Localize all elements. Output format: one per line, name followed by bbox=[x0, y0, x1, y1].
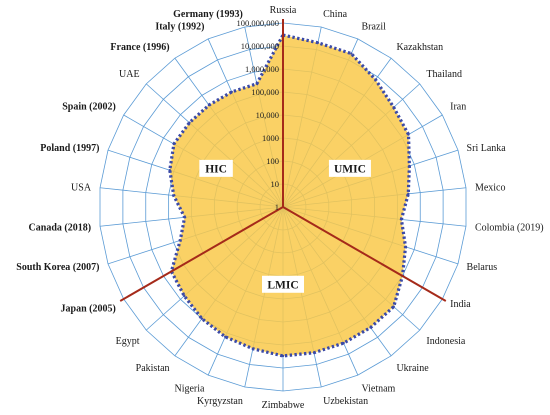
data-point bbox=[400, 218, 403, 221]
data-point bbox=[350, 52, 353, 55]
group-label: HIC bbox=[205, 163, 227, 175]
category-label: Russia bbox=[270, 5, 297, 16]
data-point bbox=[188, 121, 191, 124]
category-label: Poland (1997) bbox=[40, 143, 99, 154]
data-point bbox=[342, 341, 345, 345]
category-label: Indonesia bbox=[426, 336, 465, 347]
category-label: Ukraine bbox=[396, 363, 429, 374]
data-point bbox=[251, 347, 255, 350]
category-label: UAE bbox=[119, 69, 140, 80]
data-point bbox=[172, 142, 176, 146]
group-label-box bbox=[328, 159, 371, 177]
tick-label: 10,000 bbox=[256, 110, 279, 120]
group-label: LMIC bbox=[267, 279, 298, 291]
group-divider-line bbox=[119, 206, 284, 302]
category-label: Kyrgyzstan bbox=[197, 396, 243, 407]
data-area-fill bbox=[169, 35, 410, 356]
tick-label: 10,000,000 bbox=[241, 41, 279, 51]
data-point bbox=[407, 192, 410, 196]
data-point bbox=[172, 194, 175, 197]
data-point bbox=[392, 305, 395, 308]
data-area bbox=[168, 33, 411, 358]
category-label: Kazakhstan bbox=[396, 42, 443, 53]
category-label: Zimbabwe bbox=[262, 400, 305, 410]
category-labels: Russia China Brazil Kazakhstan Thailand Iran S… bbox=[16, 5, 544, 411]
data-point bbox=[316, 41, 320, 44]
data-point bbox=[183, 294, 186, 298]
category-label: Uzbekistan bbox=[323, 396, 368, 407]
data-point bbox=[392, 106, 395, 109]
group-labels: HIC UMIC LMIC bbox=[199, 159, 371, 293]
group-divider-line bbox=[282, 206, 447, 302]
category-label: Sri Lanka bbox=[467, 143, 507, 154]
category-label: Colombia (2019) bbox=[475, 223, 544, 234]
data-point bbox=[207, 103, 211, 107]
data-point bbox=[183, 216, 186, 219]
category-label: China bbox=[323, 9, 347, 20]
data-point bbox=[404, 245, 407, 249]
category-label: South Korea (2007) bbox=[16, 262, 99, 273]
category-label: Belarus bbox=[467, 262, 498, 273]
category-label: Spain (2002) bbox=[62, 102, 116, 113]
data-point bbox=[230, 90, 233, 94]
group-label-box bbox=[199, 159, 233, 177]
tick-label: 100 bbox=[266, 156, 279, 166]
category-label: Germany (1993) bbox=[173, 9, 243, 20]
category-label: Thailand bbox=[426, 69, 462, 80]
category-label: Japan (2005) bbox=[61, 304, 116, 315]
category-label: Iran bbox=[450, 102, 466, 113]
category-label: Canada (2018) bbox=[29, 223, 92, 234]
tick-label: 10 bbox=[271, 179, 280, 189]
group-label-box bbox=[262, 275, 304, 293]
data-point bbox=[408, 164, 411, 168]
category-label: USA bbox=[71, 182, 92, 193]
data-point bbox=[369, 326, 372, 329]
category-label: Mexico bbox=[475, 182, 506, 193]
data-point bbox=[179, 239, 182, 242]
tick-label: 1000 bbox=[262, 133, 279, 143]
tick-label: 100,000,000 bbox=[237, 18, 280, 28]
category-label: Nigeria bbox=[174, 383, 205, 394]
data-point bbox=[374, 78, 377, 81]
data-point bbox=[407, 133, 410, 136]
data-point bbox=[255, 82, 259, 85]
category-label: France (1996) bbox=[110, 42, 169, 53]
data-point bbox=[224, 335, 227, 338]
data-point bbox=[281, 354, 285, 358]
category-label: Pakistan bbox=[136, 363, 170, 374]
data-point bbox=[168, 169, 171, 172]
data-point bbox=[200, 317, 204, 320]
category-label: India bbox=[450, 299, 471, 310]
category-label: Vietnam bbox=[362, 383, 396, 394]
category-label: Italy (1992) bbox=[155, 22, 204, 33]
radial-tick-labels: 1 10 100 1000 10,000 100,000 1,000,000 10,000,0… bbox=[237, 18, 280, 212]
category-label: Brazil bbox=[362, 22, 387, 33]
data-point bbox=[312, 351, 316, 354]
group-label: UMIC bbox=[334, 163, 366, 175]
tick-label: 1 bbox=[275, 202, 279, 212]
tick-label: 100,000 bbox=[251, 87, 279, 97]
tick-label: 1,000,000 bbox=[245, 64, 279, 74]
income-group-dividers bbox=[119, 19, 447, 302]
category-label: Egypt bbox=[116, 336, 140, 347]
